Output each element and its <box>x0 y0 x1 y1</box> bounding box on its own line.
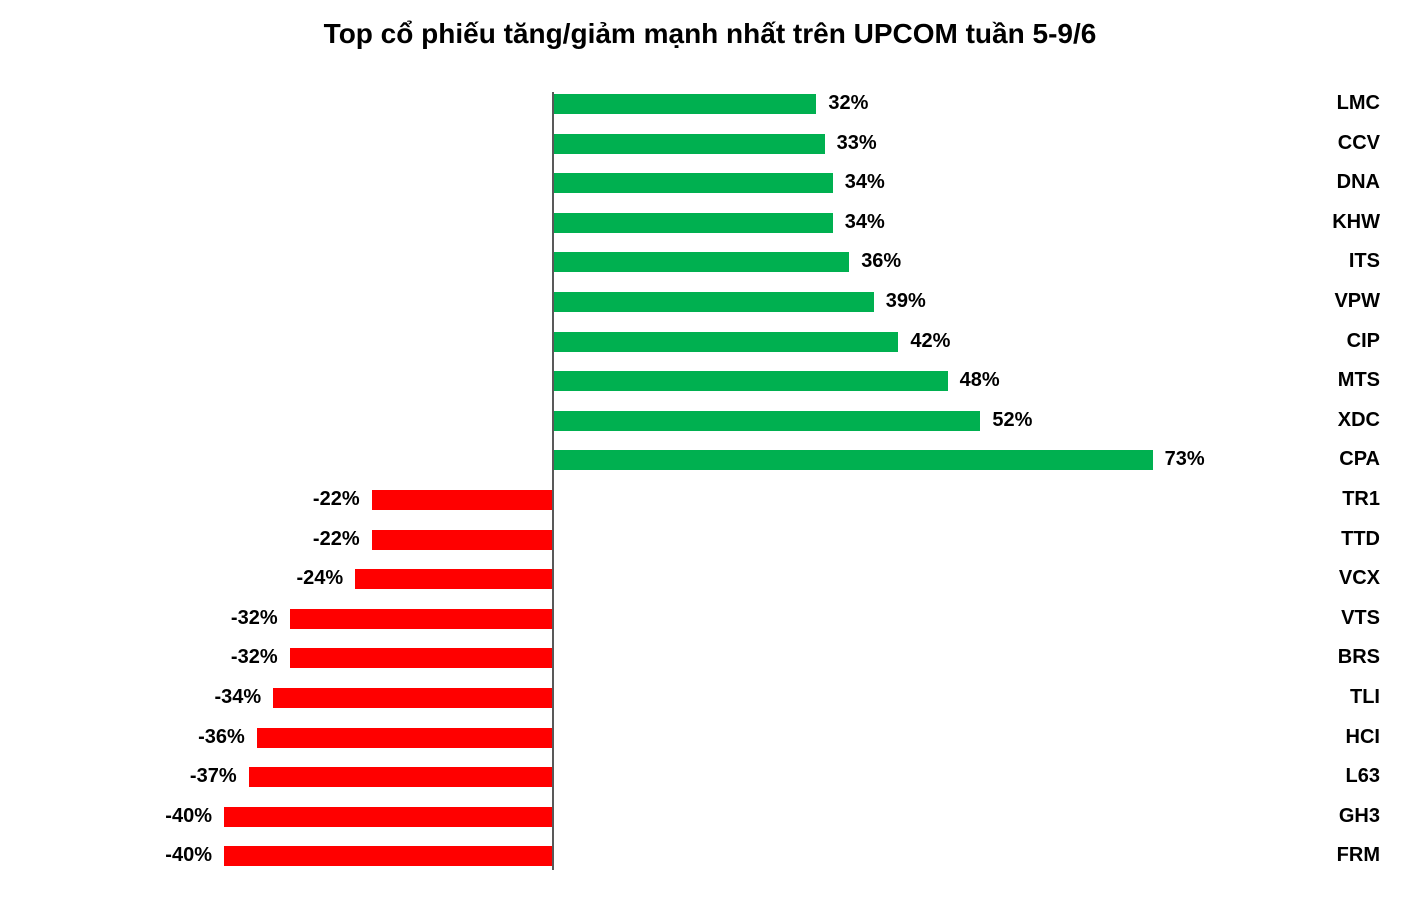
bar-negative <box>372 530 552 550</box>
chart-title: Top cổ phiếu tăng/giảm mạnh nhất trên UP… <box>0 18 1420 50</box>
bar-negative <box>224 846 552 866</box>
bar-positive <box>554 371 948 391</box>
chart-row: -32% VTS <box>80 609 1380 629</box>
bar-positive <box>554 332 898 352</box>
chart-row: 33% CCV <box>80 134 1380 154</box>
category-label: BRS <box>1338 646 1380 669</box>
value-label: -34% <box>215 686 262 709</box>
bar-positive <box>554 411 980 431</box>
chart-plot-area: 32% LMC 33% CCV 34% DNA 34% KHW 36% ITS 39% VPW 42% C… <box>80 92 1380 892</box>
chart-row: -32% BRS <box>80 648 1380 668</box>
chart-row: -24% VCX <box>80 569 1380 589</box>
value-label: 39% <box>886 290 926 313</box>
page: Top cổ phiếu tăng/giảm mạnh nhất trên UP… <box>0 0 1420 902</box>
bar-positive <box>554 94 816 114</box>
category-label: GH3 <box>1339 805 1380 828</box>
bar-negative <box>257 728 552 748</box>
chart-row: -36% HCI <box>80 728 1380 748</box>
value-label: -22% <box>313 528 360 551</box>
bar-positive <box>554 213 833 233</box>
category-label: DNA <box>1337 171 1380 194</box>
chart-row: 48% MTS <box>80 371 1380 391</box>
value-label: -40% <box>165 805 212 828</box>
value-label: -37% <box>190 765 237 788</box>
bar-positive <box>554 173 833 193</box>
value-label: 42% <box>910 330 950 353</box>
category-label: FRM <box>1337 844 1380 867</box>
bar-positive <box>554 252 849 272</box>
value-label: -36% <box>198 726 245 749</box>
bar-negative <box>290 609 552 629</box>
chart-row: 34% DNA <box>80 173 1380 193</box>
chart-row: 36% ITS <box>80 252 1380 272</box>
chart-row: 52% XDC <box>80 411 1380 431</box>
bar-negative <box>249 767 552 787</box>
chart-row: 34% KHW <box>80 213 1380 233</box>
chart-row: 32% LMC <box>80 94 1380 114</box>
category-label: HCI <box>1346 726 1380 749</box>
value-label: -24% <box>297 567 344 590</box>
category-label: MTS <box>1338 369 1380 392</box>
chart-row: 39% VPW <box>80 292 1380 312</box>
category-label: ITS <box>1349 250 1380 273</box>
bar-negative <box>355 569 552 589</box>
value-label: 34% <box>845 211 885 234</box>
bar-positive <box>554 292 874 312</box>
bar-negative <box>290 648 552 668</box>
category-label: TTD <box>1341 528 1380 551</box>
category-label: CCV <box>1338 132 1380 155</box>
category-label: CIP <box>1347 330 1380 353</box>
chart-row: -40% FRM <box>80 846 1380 866</box>
value-label: -22% <box>313 488 360 511</box>
bar-negative <box>273 688 552 708</box>
value-label: 34% <box>845 171 885 194</box>
category-label: XDC <box>1338 409 1380 432</box>
category-label: TR1 <box>1342 488 1380 511</box>
value-label: 52% <box>992 409 1032 432</box>
value-label: -32% <box>231 646 278 669</box>
chart-row: -22% TTD <box>80 530 1380 550</box>
category-label: VTS <box>1341 607 1380 630</box>
value-label: 73% <box>1165 448 1205 471</box>
category-label: KHW <box>1332 211 1380 234</box>
chart-row: -22% TR1 <box>80 490 1380 510</box>
chart-row: 42% CIP <box>80 332 1380 352</box>
category-label: CPA <box>1339 448 1380 471</box>
chart-row: -37% L63 <box>80 767 1380 787</box>
value-label: -32% <box>231 607 278 630</box>
bar-positive <box>554 450 1153 470</box>
bar-negative <box>372 490 552 510</box>
bar-negative <box>224 807 552 827</box>
value-label: 32% <box>828 92 868 115</box>
value-label: -40% <box>165 844 212 867</box>
category-label: LMC <box>1337 92 1380 115</box>
category-label: TLI <box>1350 686 1380 709</box>
value-label: 36% <box>861 250 901 273</box>
category-label: VPW <box>1334 290 1380 313</box>
category-label: L63 <box>1346 765 1380 788</box>
chart-row: -34% TLI <box>80 688 1380 708</box>
zero-axis-line <box>552 92 554 870</box>
value-label: 48% <box>960 369 1000 392</box>
bar-positive <box>554 134 825 154</box>
chart-row: 73% CPA <box>80 450 1380 470</box>
chart-row: -40% GH3 <box>80 807 1380 827</box>
category-label: VCX <box>1339 567 1380 590</box>
value-label: 33% <box>837 132 877 155</box>
